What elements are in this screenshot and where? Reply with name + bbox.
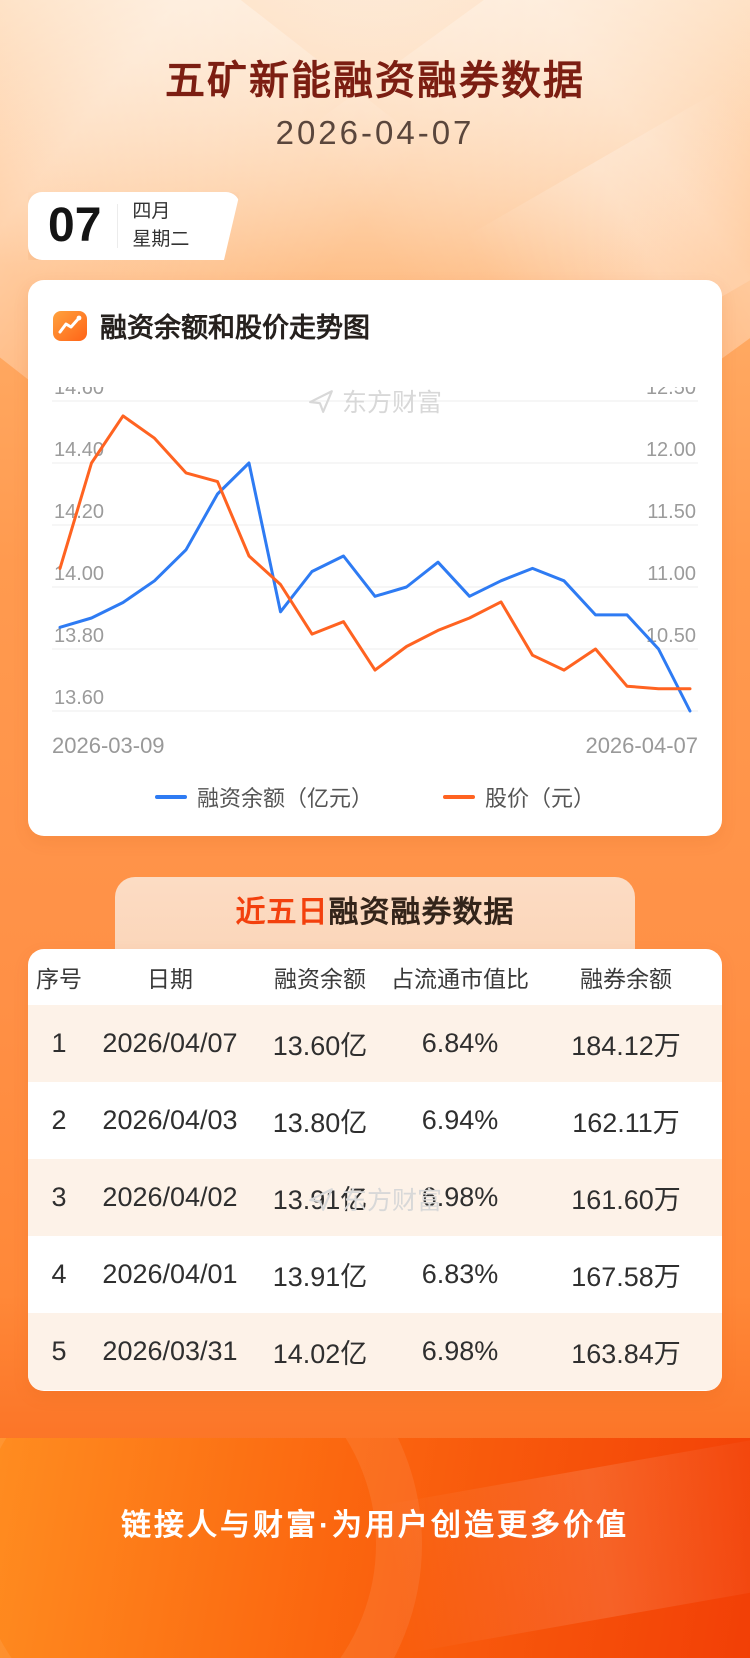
svg-text:13.60: 13.60 [54, 687, 104, 709]
banner-highlight: 近五日 [235, 896, 329, 929]
svg-text:12.50: 12.50 [646, 387, 696, 399]
line-chart: 14.60 12.50 14.40 12.00 14.20 11.50 14.00 11.00… [52, 387, 698, 713]
table-header-cell: 融资余额 [274, 966, 366, 992]
table-header-cell: 占流通市值比 [391, 966, 529, 992]
svg-text:14.00: 14.00 [54, 563, 104, 585]
table-header-row: 序号 日期 融资余额 占流通市值比 融券余额 [28, 949, 722, 1005]
calendar-weekday: 星期二 [132, 229, 190, 250]
watermark-text: 东方财富 [341, 1187, 443, 1215]
table-row: 1 2026/04/07 13.60亿 6.84% 184.12万 [28, 1005, 722, 1082]
table-cell: 184.12万 [571, 1031, 681, 1061]
chart-section-title: 融资余额和股价走势图 [100, 313, 370, 343]
footer-slogan: 链接人与财富·为用户创造更多价值 [121, 1509, 629, 1542]
table-row: 4 2026/04/01 13.91亿 6.83% 167.58万 [28, 1236, 722, 1313]
table-cell: 2026/04/01 [102, 1259, 238, 1289]
eastmoney-logo-icon [309, 1188, 333, 1211]
svg-text:14.40: 14.40 [54, 439, 104, 461]
table-section-banner: 近五日融资融券数据 [115, 877, 635, 949]
table-cell: 13.91亿 [272, 1185, 368, 1215]
table-cell: 2026/03/31 [102, 1336, 238, 1366]
table-cell: 5 [51, 1336, 67, 1366]
divider [117, 204, 118, 248]
footer: 链接人与财富·为用户创造更多价值 [0, 1438, 750, 1658]
legend-label: 股价（元） [485, 786, 596, 811]
legend-swatch-price-icon [443, 795, 475, 799]
legend-swatch-margin-icon [154, 795, 187, 799]
chart-watermark: 东方财富 [308, 383, 442, 419]
table-header-cell: 日期 [147, 966, 193, 992]
table-cell: 2 [51, 1105, 67, 1135]
calendar-badge: 07 四月 星期二 [28, 192, 240, 260]
chart-area: 东方财富 14.60 12.50 14.40 12.00 14.20 11.50 14.00… [52, 387, 698, 813]
table-cell: 2026/04/07 [102, 1028, 238, 1058]
table-row: 2 2026/04/03 13.80亿 6.94% 162.11万 [28, 1082, 722, 1159]
page-title: 五矿新能融资融券数据 [165, 59, 585, 103]
table-cell: 6.98% [421, 1182, 499, 1212]
svg-text:11.00: 11.00 [647, 563, 696, 585]
x-axis-end-label: 2026-04-07 [585, 733, 698, 758]
svg-text:11.50: 11.50 [647, 501, 696, 523]
table-header-cell: 序号 [36, 966, 82, 992]
calendar-month: 四月 [132, 201, 171, 223]
svg-text:14.60: 14.60 [54, 387, 104, 399]
chart-card: 融资余额和股价走势图 东方财富 14.60 12.50 14.40 12.00 14.2… [28, 280, 722, 836]
eastmoney-logo-icon [309, 390, 333, 413]
table-cell: 14.02亿 [272, 1339, 368, 1369]
table-cell: 6.84% [421, 1028, 499, 1058]
calendar-day: 07 [48, 199, 102, 252]
table-row: 3 2026/04/02 13.91亿 6.98% 161.60万 [28, 1159, 722, 1236]
table-cell: 2026/04/02 [102, 1182, 238, 1212]
table-cell: 167.58万 [571, 1262, 681, 1292]
banner-title-rest: 融资融券数据 [328, 896, 515, 929]
svg-text:12.00: 12.00 [646, 439, 696, 461]
trend-chart-icon [52, 308, 88, 344]
table-cell: 1 [51, 1028, 67, 1058]
chart-legend: 融资余额（亿元） 股价（元） [52, 781, 698, 813]
svg-text:10.50: 10.50 [646, 625, 696, 647]
table-cell: 6.83% [421, 1259, 499, 1289]
legend-label: 融资余额（亿元） [196, 786, 373, 811]
legend-item-price: 股价（元） [443, 781, 595, 813]
table-cell: 2026/04/03 [102, 1105, 238, 1135]
table-cell: 163.84万 [571, 1339, 681, 1369]
table-cell: 13.80亿 [272, 1108, 368, 1138]
table-cell: 13.91亿 [272, 1262, 368, 1292]
watermark-text: 东方财富 [341, 389, 443, 417]
table-cell: 6.98% [421, 1336, 499, 1366]
x-axis-start-label: 2026-03-09 [52, 733, 165, 758]
svg-text:14.20: 14.20 [54, 501, 104, 523]
table-cell: 6.94% [421, 1105, 499, 1135]
header-date: 2026-04-07 [275, 114, 475, 151]
table-header-cell: 融券余额 [580, 966, 672, 992]
table-cell: 3 [51, 1182, 67, 1212]
table-cell: 161.60万 [571, 1185, 681, 1215]
table-cell: 4 [51, 1259, 67, 1289]
table-cell: 162.11万 [572, 1108, 680, 1138]
table-card: 序号 日期 融资余额 占流通市值比 融券余额 1 2026/04/07 13.6… [28, 949, 722, 1391]
table-watermark: 东方财富 [308, 1181, 442, 1217]
table-row: 5 2026/03/31 14.02亿 6.98% 163.84万 [28, 1313, 722, 1390]
svg-text:13.80: 13.80 [54, 625, 104, 647]
table-cell: 13.60亿 [272, 1031, 368, 1061]
legend-item-margin: 融资余额（亿元） [154, 781, 373, 813]
